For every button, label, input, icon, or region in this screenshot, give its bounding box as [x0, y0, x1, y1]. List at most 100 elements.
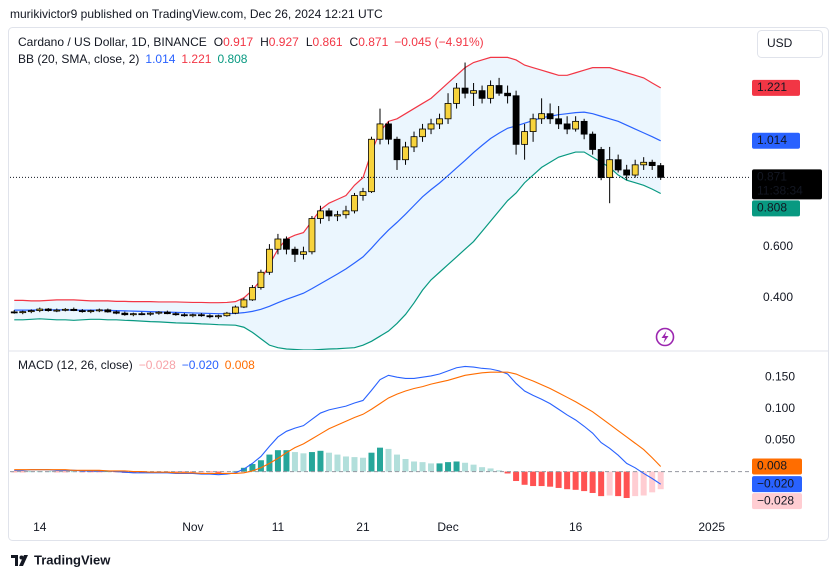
bb-legend: BB (20, SMA, close, 2) 1.014 1.221 0.808	[18, 52, 248, 66]
histogram-bar	[11, 471, 18, 473]
histogram-bar	[53, 471, 60, 473]
candle-body	[78, 310, 86, 313]
ohlc-value: 0.861	[313, 35, 343, 49]
chart-title: Cardano / US Dollar, 1D, BINANCE	[18, 35, 207, 49]
macd-line	[14, 371, 662, 475]
histogram-bar	[419, 462, 426, 472]
candle-body	[266, 248, 273, 273]
bb-line	[14, 56, 661, 304]
candle-body	[19, 311, 27, 314]
histogram-bar	[249, 464, 256, 472]
candle-body	[87, 310, 95, 313]
x-tick-label: 21	[356, 520, 370, 534]
candle-body	[283, 238, 290, 250]
histogram-bar	[632, 471, 639, 497]
candle-body	[521, 131, 528, 145]
candle-body	[129, 313, 137, 316]
candle-body	[546, 113, 554, 120]
histogram-bar	[479, 467, 486, 472]
histogram-bar	[223, 471, 230, 473]
candle-body	[555, 118, 563, 125]
axis-tag	[752, 458, 802, 475]
histogram-bar	[325, 452, 332, 472]
histogram-bar	[623, 471, 630, 499]
candle-body	[214, 315, 222, 318]
histogram-bar	[428, 463, 435, 472]
candle-body	[197, 314, 205, 317]
y-tick-label: 0.600	[763, 239, 793, 253]
x-tick-label: 14	[33, 520, 47, 534]
histogram-bar	[104, 471, 111, 473]
axis-tag-label: 11:38:34	[757, 184, 803, 198]
candle-body	[580, 120, 588, 135]
x-tick-label: 16	[569, 520, 583, 534]
candle-body	[385, 123, 392, 140]
macd-value: 0.008	[225, 358, 255, 372]
candle-body	[112, 311, 120, 314]
candle-body	[376, 123, 384, 140]
axis-tag-label: −0.028	[757, 493, 794, 507]
histogram-bar	[342, 456, 349, 472]
candle-body	[563, 123, 571, 130]
histogram-bar	[581, 471, 588, 492]
histogram-bar	[445, 462, 452, 472]
x-tick-label: 2025	[698, 520, 725, 534]
histogram-bar	[334, 454, 341, 472]
histogram-bar	[300, 453, 307, 472]
candle-body	[36, 308, 44, 312]
currency-label[interactable]: USD	[767, 36, 793, 50]
candle-body	[206, 315, 214, 318]
histogram-bar	[572, 471, 579, 490]
bb-line	[14, 151, 661, 350]
candle-body	[27, 310, 35, 313]
axis-tag-label: 1.014	[757, 133, 787, 147]
candle-body	[631, 164, 639, 176]
histogram-bar	[538, 471, 545, 487]
price-pane	[10, 56, 665, 350]
candle-body	[163, 311, 171, 315]
candle-body	[606, 159, 614, 179]
lightning-icon[interactable]	[655, 327, 675, 347]
histogram-bar	[462, 462, 469, 472]
candle-body	[470, 90, 477, 94]
histogram-bar	[351, 457, 358, 472]
candle-body	[308, 218, 316, 253]
candle-body	[359, 191, 367, 196]
y-tick-label: 0.050	[765, 432, 795, 446]
candle-body	[657, 165, 665, 178]
histogram-bar	[487, 468, 494, 472]
ohlc-key: H	[260, 35, 269, 49]
histogram-bar	[172, 471, 179, 473]
candle-body	[648, 161, 656, 166]
candle-body	[291, 248, 299, 255]
histogram-bar	[657, 471, 664, 490]
candle-body	[95, 309, 103, 312]
currency-button[interactable]	[757, 30, 823, 58]
candle-body	[317, 210, 324, 219]
change-label: −0.045 (−4.91%)	[394, 35, 483, 49]
caption: murikivictor9 published on TradingView.c…	[10, 7, 383, 21]
x-tick-label: 11	[272, 520, 285, 534]
histogram-bar	[453, 461, 460, 472]
candle-body	[249, 287, 256, 301]
candle-body	[623, 169, 631, 176]
ohlc-value: 0.871	[358, 35, 388, 49]
title-row: Cardano / US Dollar, 1D, BINANCE O0.917 H0…	[18, 35, 484, 49]
histogram-bar	[615, 471, 622, 497]
candle-body	[61, 308, 69, 311]
candle-body	[44, 308, 52, 312]
candle-body	[232, 306, 239, 314]
candle-body	[334, 214, 341, 217]
candle-body	[342, 210, 350, 216]
axis-tag	[752, 79, 800, 96]
histogram-bar	[402, 458, 409, 472]
candle-body	[538, 113, 546, 120]
overlay: Cardano / US Dollar, 1D, BINANCE O0.917 H0…	[10, 35, 822, 534]
macd-value: −0.020	[182, 358, 219, 372]
candle-body	[223, 312, 231, 317]
candle-body	[10, 311, 18, 314]
histogram-bar	[640, 471, 647, 496]
candle-body	[121, 312, 129, 316]
